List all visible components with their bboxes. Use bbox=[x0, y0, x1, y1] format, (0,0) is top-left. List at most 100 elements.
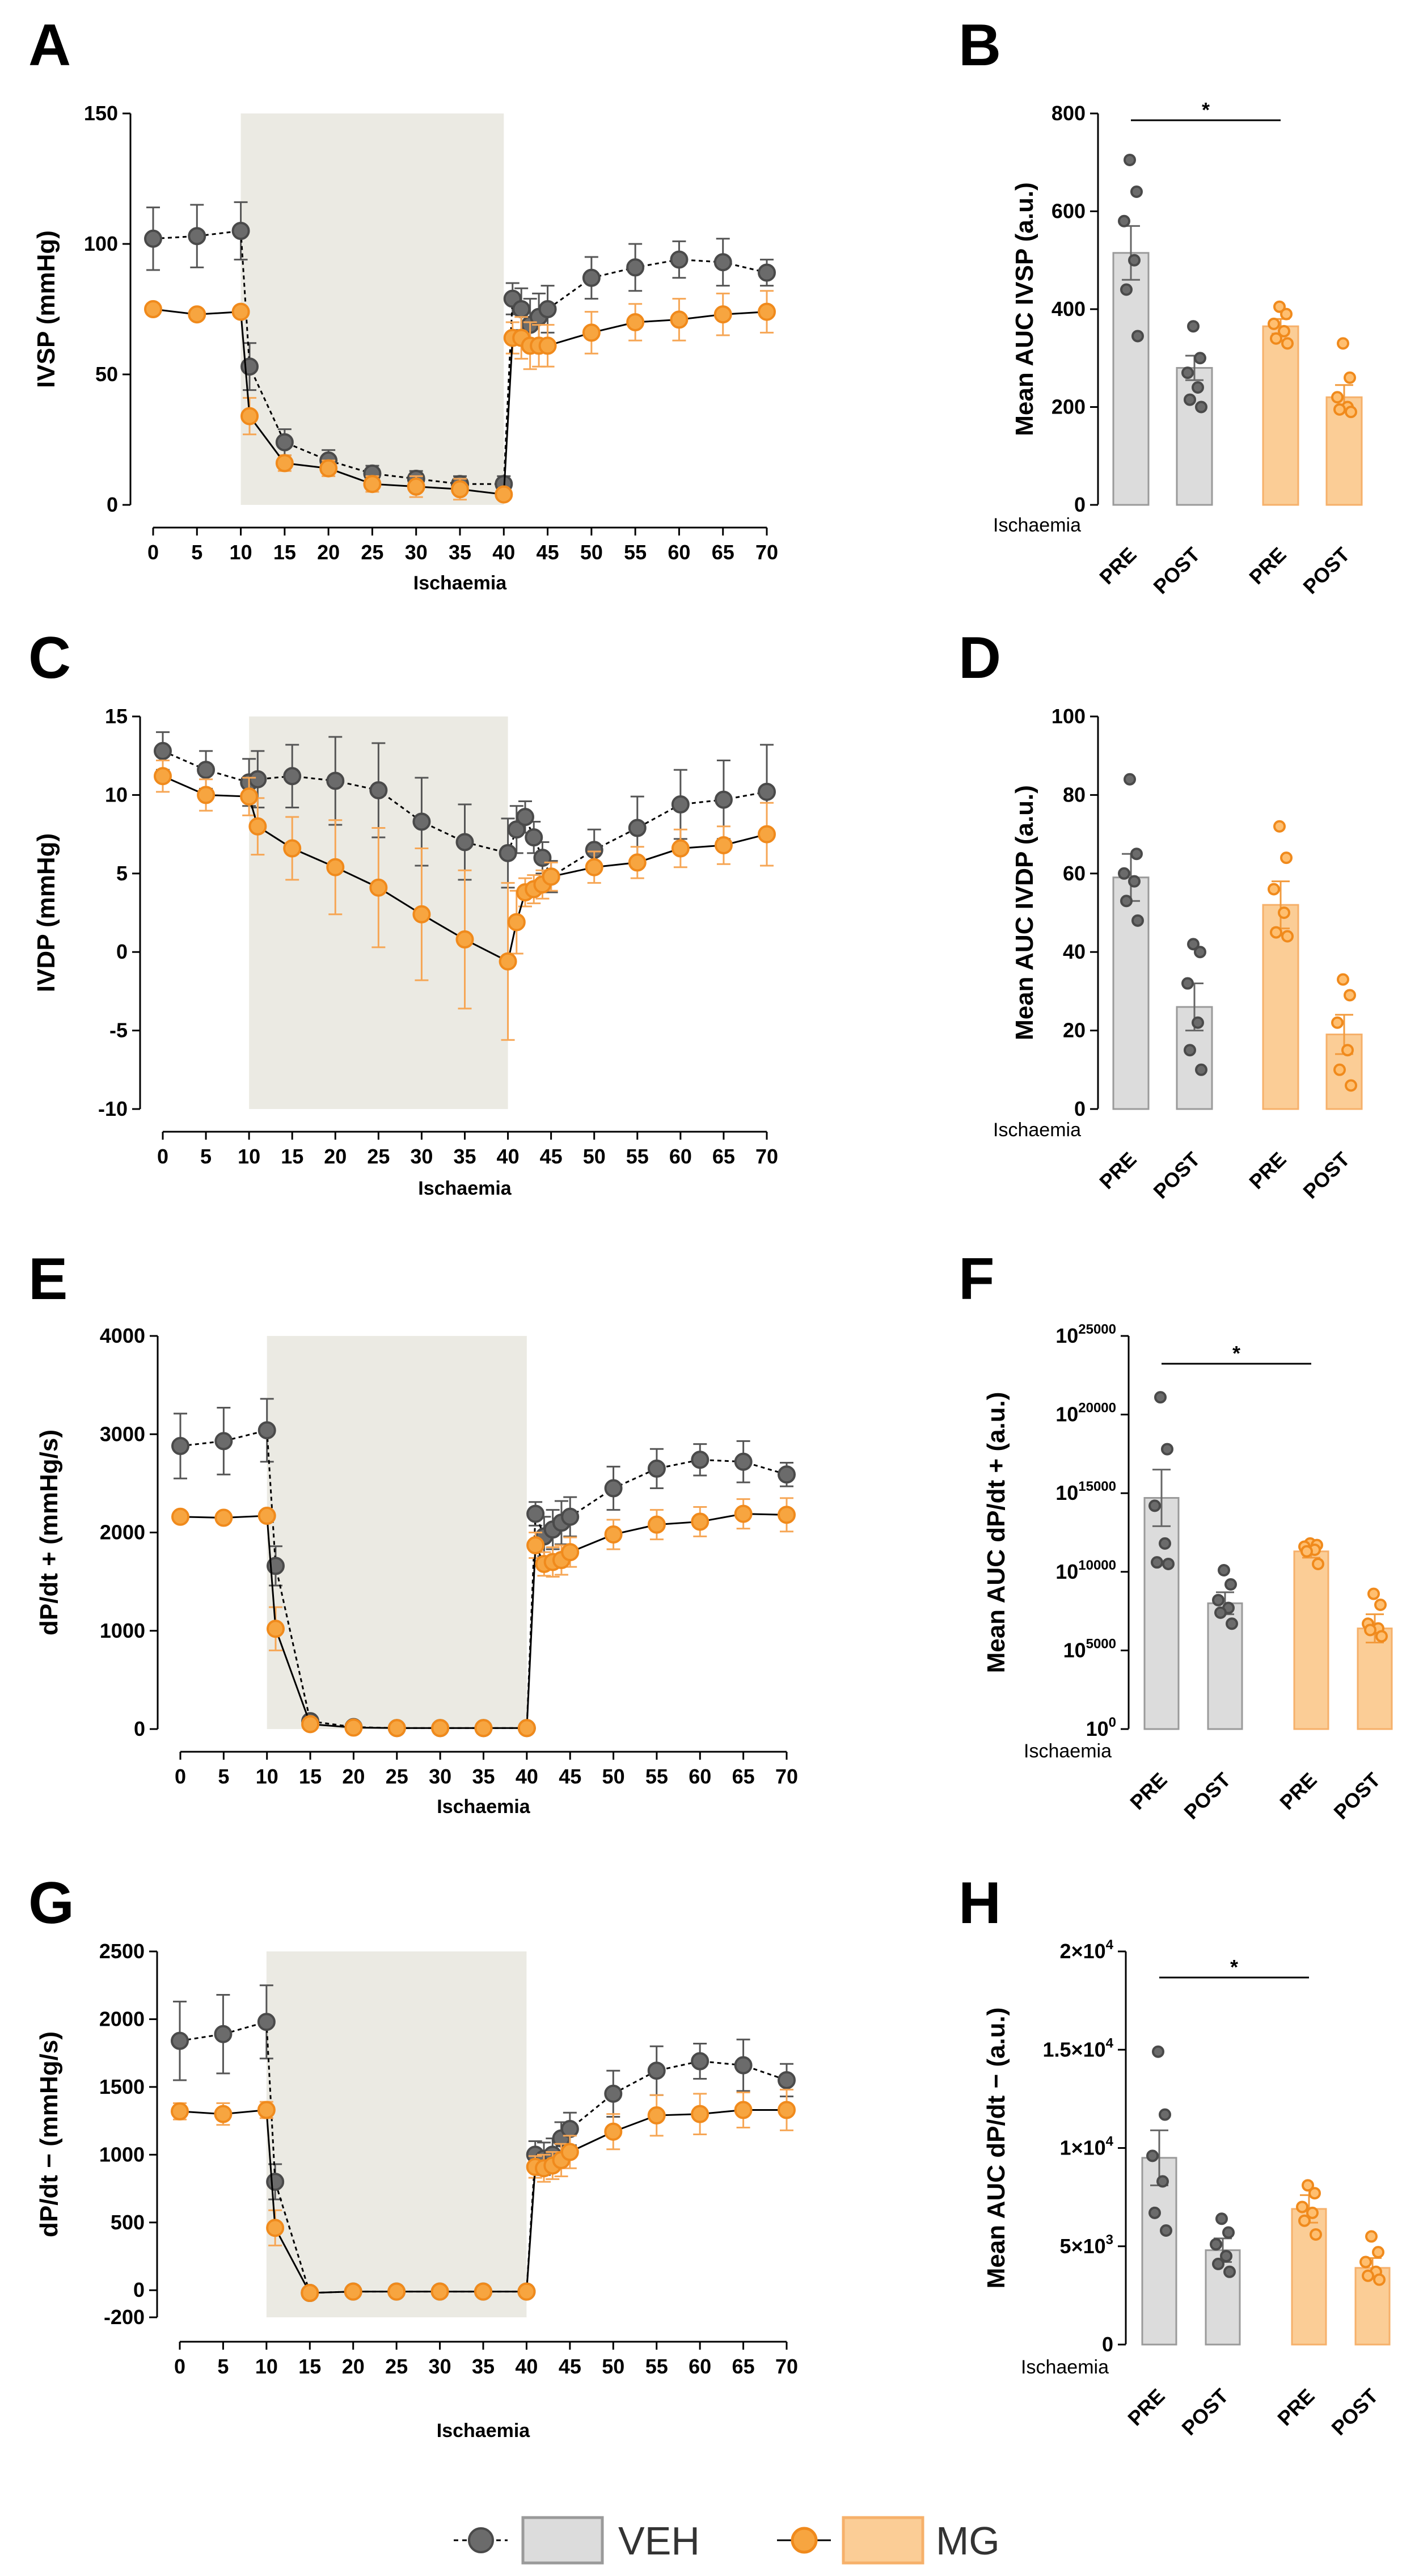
individual-point bbox=[1302, 2179, 1314, 2192]
y-tick-label: 10 bbox=[105, 783, 128, 806]
y-tick-exponent: 10000 bbox=[1078, 1558, 1116, 1573]
y-tick-label: 100 bbox=[84, 232, 118, 255]
y-tick-label: 50 bbox=[95, 362, 118, 386]
legend-veh-label: VEH bbox=[618, 2519, 700, 2563]
y-tick-label: 600 bbox=[1052, 200, 1086, 223]
y-tick-exponent: 4 bbox=[1106, 2035, 1114, 2051]
data-point bbox=[499, 844, 517, 862]
individual-point bbox=[1181, 366, 1194, 380]
y-tick-base: 2×10 bbox=[1060, 1940, 1106, 1963]
data-point bbox=[758, 263, 776, 282]
y-tick-label: -10 bbox=[98, 1097, 128, 1120]
data-point bbox=[671, 795, 690, 814]
individual-point bbox=[1224, 1578, 1237, 1591]
y-tick-label: 3000 bbox=[100, 1422, 145, 1445]
x-tick-label: 15 bbox=[298, 2355, 321, 2378]
data-point bbox=[526, 1536, 545, 1555]
data-point bbox=[363, 475, 382, 494]
y-tick-label: 0 bbox=[1074, 1097, 1086, 1120]
x-tick-label: 15 bbox=[281, 1145, 303, 1168]
x-tick-label: 60 bbox=[668, 541, 690, 564]
y-tick-label: 1.5×104 bbox=[1043, 2035, 1114, 2061]
x-tick-label: 30 bbox=[429, 2355, 451, 2378]
individual-point bbox=[1118, 867, 1130, 880]
y-tick-label: -5 bbox=[109, 1019, 128, 1042]
y-tick-label: 1020000 bbox=[1055, 1401, 1116, 1426]
bar-post-veh bbox=[1176, 367, 1213, 506]
y-tick-base: 10 bbox=[1055, 1560, 1078, 1583]
bar-pre-veh bbox=[1143, 1497, 1180, 1730]
bar-post-veh bbox=[1176, 1006, 1213, 1110]
y-tick-label: 2500 bbox=[99, 1940, 145, 1963]
category-label: POST bbox=[1298, 1148, 1354, 1203]
x-tick-label: 15 bbox=[299, 1765, 322, 1788]
data-point bbox=[626, 313, 645, 331]
individual-point bbox=[1131, 914, 1144, 927]
individual-point bbox=[1281, 930, 1294, 943]
data-point bbox=[319, 459, 338, 478]
data-point bbox=[144, 300, 162, 318]
x-tick-label: 5 bbox=[200, 1145, 212, 1168]
data-point bbox=[512, 300, 531, 318]
data-point bbox=[231, 302, 250, 321]
individual-point bbox=[1152, 2045, 1164, 2058]
data-point bbox=[344, 2282, 362, 2301]
data-point bbox=[778, 1465, 796, 1484]
data-point bbox=[628, 853, 647, 872]
significance-star: * bbox=[1232, 1342, 1240, 1365]
x-tick-label: 55 bbox=[626, 1145, 649, 1168]
data-point bbox=[507, 913, 526, 931]
individual-point bbox=[1128, 875, 1141, 888]
individual-point bbox=[1181, 977, 1194, 990]
individual-point bbox=[1146, 2149, 1159, 2162]
x-tick-label: 0 bbox=[147, 541, 159, 564]
data-point bbox=[451, 480, 469, 499]
x-tick-label: 40 bbox=[516, 1765, 538, 1788]
category-label: PRE bbox=[1244, 543, 1290, 589]
individual-point bbox=[1130, 848, 1143, 861]
data-point bbox=[560, 2119, 579, 2138]
y-tick-exponent: 15000 bbox=[1078, 1479, 1116, 1494]
x-tick-label: 0 bbox=[157, 1145, 168, 1168]
line-chart-a: 0 50 100 150 0 5 10 15 20 25 30 35 40 45 50 55 60 65 70 Isc… bbox=[32, 102, 778, 594]
individual-point bbox=[1187, 320, 1200, 333]
x-tick-label: 10 bbox=[255, 2355, 278, 2378]
data-point bbox=[197, 786, 216, 804]
individual-point bbox=[1222, 2226, 1235, 2239]
data-point bbox=[517, 1719, 536, 1738]
y-tick-label: 2×104 bbox=[1060, 1937, 1114, 1963]
data-point bbox=[582, 323, 601, 342]
y-tick-exponent: 25000 bbox=[1078, 1322, 1116, 1337]
y-tick-label: 5 bbox=[116, 862, 128, 885]
individual-point bbox=[1273, 820, 1286, 833]
panel-label-e: E bbox=[28, 1246, 67, 1312]
y-tick-base: 5×10 bbox=[1060, 2234, 1106, 2258]
data-point bbox=[671, 839, 690, 858]
individual-point bbox=[1268, 317, 1280, 330]
individual-point bbox=[1212, 1593, 1224, 1607]
data-point bbox=[412, 812, 431, 831]
panel-label-c: C bbox=[28, 625, 71, 691]
individual-point bbox=[1151, 1556, 1163, 1569]
y-tick-label: 2000 bbox=[99, 2007, 145, 2030]
x-tick-label: 25 bbox=[386, 1765, 408, 1788]
series-veh bbox=[154, 731, 776, 893]
x-axis-label: Ischaemia bbox=[437, 1796, 531, 1818]
x-tick-label: 45 bbox=[537, 541, 559, 564]
individual-point bbox=[1223, 2265, 1236, 2278]
series-mg bbox=[171, 2089, 796, 2302]
x-tick-label: 35 bbox=[453, 1145, 476, 1168]
data-point bbox=[604, 1479, 623, 1498]
individual-point bbox=[1214, 1606, 1227, 1619]
individual-point bbox=[1159, 2108, 1171, 2121]
bar-pre-veh bbox=[1112, 252, 1150, 506]
data-point bbox=[412, 905, 431, 924]
x-tick-label: 45 bbox=[559, 1765, 581, 1788]
individual-point bbox=[1192, 381, 1204, 394]
x-tick-label: 40 bbox=[497, 1145, 520, 1168]
y-axis-label: IVDP (mmHg) bbox=[32, 833, 60, 992]
y-tick-label: 0 bbox=[107, 493, 118, 516]
